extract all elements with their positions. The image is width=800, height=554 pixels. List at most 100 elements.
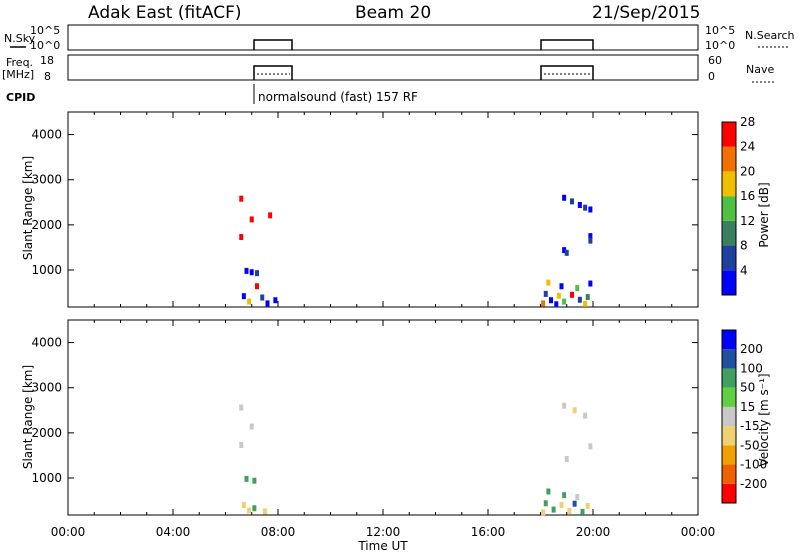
colorbar-tick-label: 50 — [740, 381, 755, 395]
range-cell — [244, 475, 249, 482]
power-colorbar-label: Power [dB] — [757, 182, 771, 247]
station-title: Adak East (fitACF) — [88, 3, 242, 23]
x-tick-label: 16:00 — [471, 525, 506, 539]
range-cell — [268, 212, 273, 219]
colorbar-segment — [722, 171, 736, 197]
range-cell — [249, 216, 254, 223]
range-cell — [583, 300, 588, 307]
colorbar-tick-label: -15 — [740, 419, 760, 433]
range-cell — [239, 442, 244, 449]
x-tick-label: 00:00 — [51, 525, 86, 539]
range-cell — [583, 412, 588, 419]
range-cell — [241, 293, 246, 300]
freq-left-tick-top: 18 — [40, 54, 54, 67]
range-cell — [549, 297, 553, 304]
y-tick-label: 1000 — [31, 471, 62, 485]
range-cell — [570, 291, 574, 298]
nsky-trace-1 — [253, 39, 293, 50]
range-cell — [567, 507, 572, 514]
colorbar-tick-label: 16 — [740, 189, 755, 203]
colorbar-segment — [722, 196, 736, 221]
range-cell — [562, 298, 567, 305]
range-cell — [588, 237, 593, 244]
range-cell — [572, 407, 577, 414]
nsky-right-tick-bottom: 10^0 — [705, 39, 735, 52]
range-cell — [588, 443, 593, 450]
range-cell — [541, 300, 546, 307]
range-cell — [546, 488, 551, 495]
beam-title: Beam 20 — [355, 3, 431, 23]
colorbar-tick-label: -100 — [740, 458, 767, 472]
colorbar-segment — [722, 445, 736, 465]
range-cell — [546, 279, 551, 286]
range-cell — [585, 294, 590, 301]
y-tick-label: 4000 — [31, 336, 62, 350]
colorbar-segment — [722, 349, 736, 369]
colorbar-segment — [722, 122, 736, 147]
colorbar-segment — [722, 245, 736, 271]
nsky-left-tick-bottom: 10^0 — [30, 39, 60, 52]
range-cell — [262, 508, 267, 515]
nsky-left-tick-top: 10^5 — [30, 24, 60, 37]
range-cell — [249, 269, 254, 276]
range-cell — [255, 283, 259, 290]
range-cell — [575, 493, 580, 500]
colorbar-segment — [722, 330, 736, 350]
range-cell — [241, 502, 246, 509]
colorbar-tick-label: 28 — [740, 115, 755, 129]
colorbar-segment — [722, 146, 736, 172]
colorbar-tick-label: -50 — [740, 438, 760, 452]
freq-panel: Freq. [MHz] 18 8 60 0 Nave — [2, 54, 776, 83]
colorbar-tick-label: 200 — [740, 342, 763, 356]
range-cell — [239, 404, 244, 411]
cpid-text: normalsound (fast) 157 RF — [258, 90, 418, 104]
freq-right-tick-bottom: 0 — [708, 70, 715, 83]
range-cell — [562, 247, 567, 254]
freq-label-2: [MHz] — [2, 68, 34, 81]
freq-trace-2 — [540, 65, 594, 80]
range-cell — [247, 298, 252, 305]
colorbar-segment — [722, 426, 736, 446]
y-tick-label: 4000 — [31, 128, 62, 142]
y-tick-label: 1000 — [31, 263, 62, 277]
date-title: 21/Sep/2015 — [592, 3, 700, 23]
range-cell — [588, 280, 593, 287]
range-cell — [588, 233, 593, 240]
colorbar-tick-label: 100 — [740, 361, 763, 375]
range-cell — [577, 296, 582, 303]
range-cell — [577, 201, 582, 208]
range-cell — [255, 270, 259, 277]
range-cell — [585, 502, 590, 509]
freq-trace-1 — [253, 65, 293, 80]
nsky-panel: N.Sky 10^5 10^0 10^5 10^0 N.Search — [4, 24, 795, 52]
colorbar-segment — [722, 368, 736, 388]
nave-label: Nave — [746, 63, 774, 76]
colorbar-frame — [721, 121, 737, 296]
colorbar-segment — [722, 483, 736, 503]
range-cell — [249, 423, 254, 430]
x-tick-label: 04:00 — [156, 525, 191, 539]
range-cell — [562, 492, 567, 499]
nsky-label: N.Sky — [4, 32, 36, 45]
freq-left-tick-bottom: 8 — [44, 70, 51, 83]
cpid-label: CPID — [6, 91, 35, 104]
colorbar-tick-label: -200 — [740, 477, 767, 491]
colorbar-tick-label: 24 — [740, 140, 755, 154]
range-cell — [559, 502, 564, 509]
power-panel: Slant Range [km] 1000 2000 3000 4000 — [21, 111, 699, 308]
range-cell — [580, 508, 585, 515]
velocity-colorbar: -200 -100 -50 -15 15 50 100 200 Velocity [m s⁻¹… — [721, 329, 771, 504]
range-cell — [239, 234, 244, 241]
range-cell — [273, 297, 278, 304]
range-cell — [564, 249, 569, 256]
colorbar-segment — [722, 270, 736, 295]
nsky-right-tick-top: 10^5 — [705, 24, 735, 37]
nsky-trace-2 — [540, 39, 594, 50]
range-cell — [556, 292, 561, 299]
power-colorbar: 4 8 12 16 20 24 28 Power [dB] — [721, 115, 771, 296]
range-cell — [252, 505, 257, 512]
range-cell — [588, 206, 593, 213]
y-tick-label: 3000 — [31, 173, 62, 187]
range-cell — [551, 506, 556, 513]
